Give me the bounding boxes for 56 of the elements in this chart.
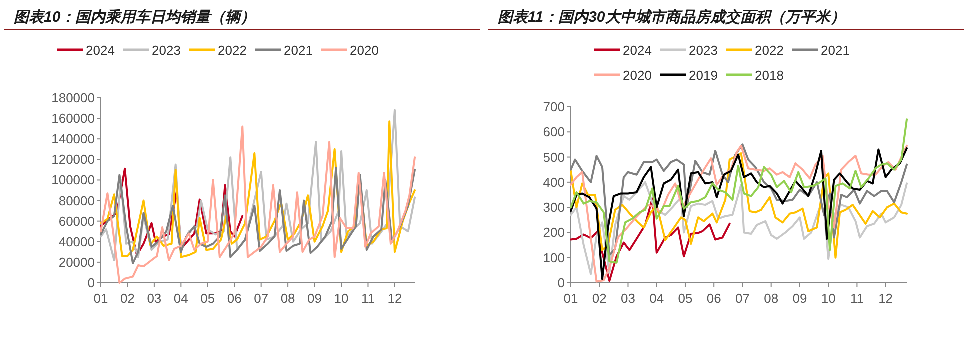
y-tick-label: 80000 bbox=[58, 193, 95, 208]
x-tick-label: 04 bbox=[650, 291, 664, 306]
x-tick-label: 04 bbox=[174, 291, 188, 306]
y-tick-label: 500 bbox=[543, 150, 565, 165]
y-tick-label: 140000 bbox=[52, 132, 95, 147]
y-tick-label: 60000 bbox=[58, 214, 95, 229]
legend-label: 2022 bbox=[218, 43, 247, 58]
y-tick-label: 180000 bbox=[52, 90, 95, 106]
x-tick-label: 06 bbox=[706, 291, 722, 306]
legend-label: 2023 bbox=[152, 43, 181, 58]
x-tick-label: 08 bbox=[280, 291, 296, 306]
x-tick-label: 07 bbox=[254, 291, 269, 306]
y-tick-label: 0 bbox=[88, 276, 95, 290]
x-tick-label: 05 bbox=[678, 291, 693, 306]
legend-label: 2023 bbox=[689, 43, 718, 58]
x-tick-label: 06 bbox=[227, 291, 242, 306]
legend-label: 2022 bbox=[755, 43, 784, 58]
x-tick-label: 10 bbox=[334, 291, 349, 306]
legend-label: 2024 bbox=[623, 43, 652, 58]
x-tick-label: 03 bbox=[621, 291, 636, 306]
x-tick-label: 09 bbox=[308, 291, 322, 306]
y-tick-label: 600 bbox=[543, 124, 565, 140]
legend-label: 2020 bbox=[623, 68, 652, 83]
x-tick-label: 01 bbox=[94, 291, 108, 306]
y-tick-label: 400 bbox=[543, 174, 565, 190]
y-tick-label: 300 bbox=[543, 200, 565, 216]
y-tick-label: 160000 bbox=[52, 111, 95, 126]
x-tick-label: 12 bbox=[878, 291, 894, 306]
legend-label: 2021 bbox=[821, 43, 850, 58]
y-tick-label: 700 bbox=[543, 100, 565, 114]
legend-label: 2021 bbox=[284, 43, 313, 58]
y-tick-label: 200 bbox=[543, 225, 565, 240]
y-tick-label: 100000 bbox=[52, 172, 95, 188]
y-tick-label: 20000 bbox=[58, 254, 95, 270]
x-tick-label: 05 bbox=[200, 291, 216, 306]
y-tick-label: 120000 bbox=[52, 152, 95, 168]
x-tick-label: 01 bbox=[564, 291, 578, 306]
y-tick-label: 0 bbox=[558, 276, 565, 290]
x-tick-label: 10 bbox=[821, 291, 836, 306]
x-tick-label: 03 bbox=[147, 291, 162, 306]
legend-label: 2019 bbox=[689, 68, 718, 83]
legend-label: 2024 bbox=[86, 43, 115, 58]
y-tick-label: 40000 bbox=[58, 234, 95, 250]
x-tick-label: 09 bbox=[792, 291, 808, 306]
title: 图表11：国内30大中城市商品房成交面积（万平米） bbox=[498, 9, 846, 26]
x-tick-label: 02 bbox=[120, 291, 135, 306]
legend-label: 2018 bbox=[755, 68, 784, 83]
legend-label: 2020 bbox=[350, 43, 379, 58]
x-tick-label: 11 bbox=[361, 291, 375, 306]
x-tick-label: 11 bbox=[850, 291, 864, 306]
x-tick-label: 02 bbox=[592, 291, 607, 306]
title: 图表10：国内乘用车日均销量（辆） bbox=[14, 9, 256, 26]
y-tick-label: 100 bbox=[543, 250, 565, 266]
x-tick-label: 07 bbox=[735, 291, 750, 306]
x-tick-label: 12 bbox=[388, 291, 402, 306]
x-tick-label: 08 bbox=[764, 291, 779, 306]
